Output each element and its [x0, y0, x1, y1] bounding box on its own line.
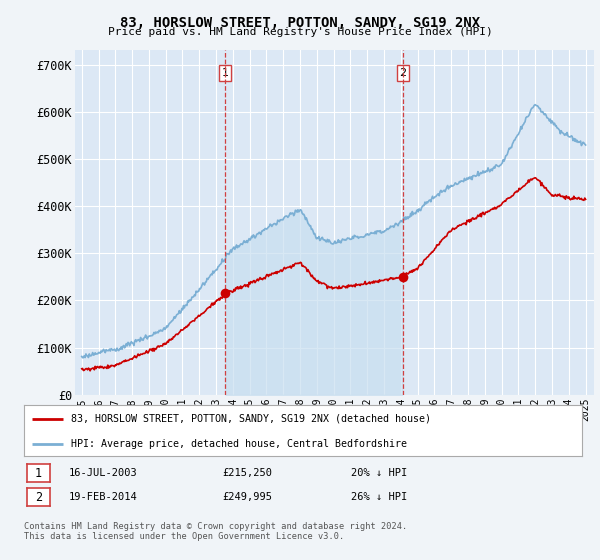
- Text: 20% ↓ HPI: 20% ↓ HPI: [351, 468, 407, 478]
- Text: 1: 1: [35, 466, 42, 480]
- Text: £215,250: £215,250: [222, 468, 272, 478]
- Text: 2: 2: [35, 491, 42, 504]
- Text: 83, HORSLOW STREET, POTTON, SANDY, SG19 2NX: 83, HORSLOW STREET, POTTON, SANDY, SG19 …: [120, 16, 480, 30]
- Text: 83, HORSLOW STREET, POTTON, SANDY, SG19 2NX (detached house): 83, HORSLOW STREET, POTTON, SANDY, SG19 …: [71, 414, 431, 424]
- Text: HPI: Average price, detached house, Central Bedfordshire: HPI: Average price, detached house, Cent…: [71, 438, 407, 449]
- Text: 1: 1: [221, 68, 229, 78]
- Text: 16-JUL-2003: 16-JUL-2003: [69, 468, 138, 478]
- Text: £249,995: £249,995: [222, 492, 272, 502]
- Text: Price paid vs. HM Land Registry's House Price Index (HPI): Price paid vs. HM Land Registry's House …: [107, 27, 493, 37]
- Text: 2: 2: [399, 68, 406, 78]
- Text: 19-FEB-2014: 19-FEB-2014: [69, 492, 138, 502]
- Text: 26% ↓ HPI: 26% ↓ HPI: [351, 492, 407, 502]
- Text: Contains HM Land Registry data © Crown copyright and database right 2024.
This d: Contains HM Land Registry data © Crown c…: [24, 522, 407, 542]
